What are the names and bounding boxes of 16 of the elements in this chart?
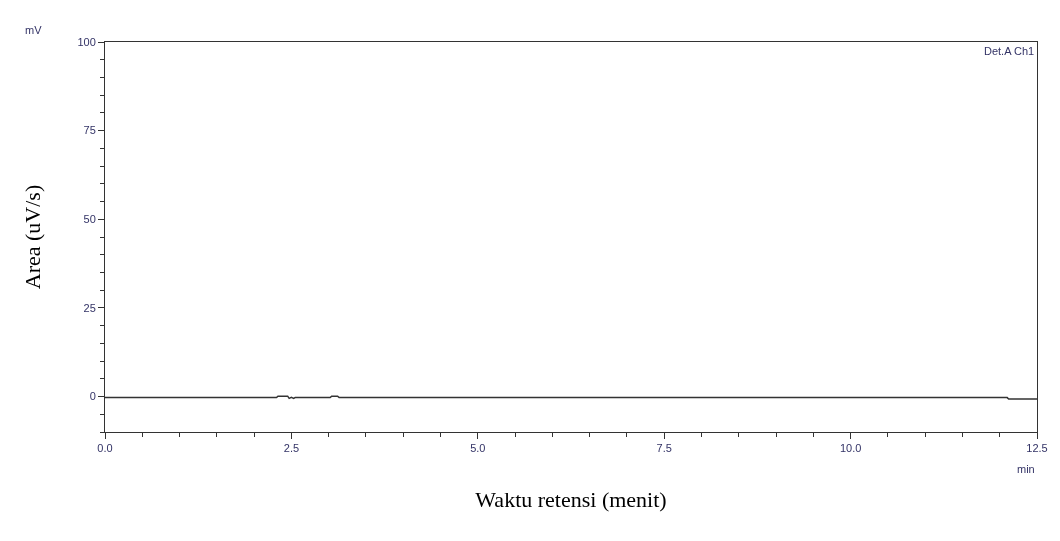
text: mV (25, 24, 43, 36)
y-tick-label: 50 (83, 213, 96, 226)
x-tick-label: 5.0 (470, 442, 486, 455)
x-tick-label: 10.0 (839, 442, 862, 455)
x-tick-label: 7.5 (656, 442, 672, 455)
y-tick-label: 0 (89, 390, 96, 403)
y-axis-title: Area (uV/s) (20, 184, 46, 290)
x-tick-label: 12.5 (1026, 442, 1048, 455)
text: min (1017, 463, 1035, 475)
annotation: Det.A Ch1 (984, 45, 1035, 57)
y-tick-label: 100 (77, 35, 96, 48)
y-tick-label: 25 (83, 301, 96, 314)
y-tick-label: 75 (83, 124, 96, 137)
x-tick-label: 0.0 (97, 442, 113, 455)
x-tick-label: 2.5 (283, 442, 300, 455)
x-axis-title: Waktu retensi (menit) (475, 487, 667, 513)
